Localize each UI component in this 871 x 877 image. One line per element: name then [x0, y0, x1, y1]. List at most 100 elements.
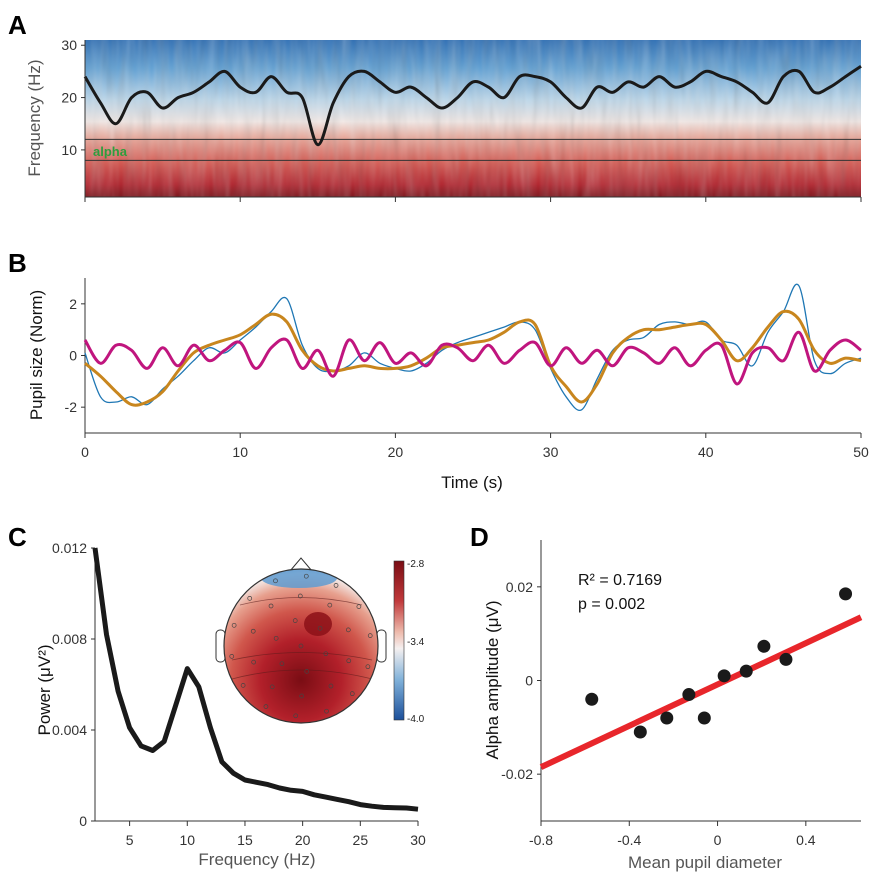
- scatter-point: [839, 587, 853, 601]
- panel-d-scatter: 0.02 0 -0.02 -0.8 -0.4 0 0.4 R² = 0.7169 p = 0…: [483, 540, 863, 872]
- panel-c-axes: 0 0.004 0.008 0.012 5 10 15 20 25 30: [52, 540, 426, 848]
- electrode-marker: [328, 683, 334, 689]
- panel-d-xtick-label: 0: [714, 832, 722, 848]
- electrode-marker: [367, 633, 373, 638]
- scatter-point: [682, 688, 696, 702]
- topomap-nose: [289, 557, 313, 572]
- electrode-marker: [317, 625, 323, 631]
- panel-b-xtick-label: 20: [388, 444, 404, 460]
- electrode-marker: [250, 628, 256, 634]
- panel-c-ytick-label: 0.004: [52, 722, 87, 738]
- electrode-marker: [298, 643, 304, 649]
- scatter-point: [717, 669, 731, 683]
- electrode-marker: [333, 583, 339, 588]
- panel-b-xlabel: Time (s): [441, 473, 503, 492]
- panel-c-ytick-label: 0.008: [52, 631, 87, 647]
- scatter-point: [660, 711, 674, 725]
- panel-c-ytick-label: 0.012: [52, 540, 87, 556]
- topomap-contour: [231, 652, 373, 661]
- scatter-point: [757, 639, 771, 653]
- panel-d-xlabel: Mean pupil diameter: [628, 853, 782, 872]
- panel-b-xtick-label: 10: [232, 444, 248, 460]
- panel-label-b: B: [8, 248, 27, 278]
- panel-c-power-spectrum: 0 0.004 0.008 0.012 5 10 15 20 25 30 Frequency (H…: [35, 540, 426, 869]
- topomap-head-outline: [223, 568, 379, 724]
- scatter-point: [739, 664, 753, 678]
- panel-c-xtick-label: 10: [179, 832, 195, 848]
- electrode-marker: [273, 578, 278, 584]
- regression-fit-line: [539, 614, 863, 770]
- panel-c-xtick-label: 20: [295, 832, 311, 848]
- panel-b-ytick-label: 0: [69, 348, 77, 364]
- electrode-marker: [251, 659, 257, 665]
- pupil-slow-line: [84, 309, 862, 407]
- panel-b-ytick-label: -2: [65, 399, 78, 415]
- panel-b-ylabel: Pupil size (Norm): [27, 290, 46, 420]
- topomap-contour: [227, 669, 377, 681]
- panel-b-xtick-label: 50: [853, 444, 869, 460]
- panel-b-lines: [83, 283, 862, 412]
- panel-d-ytick-label: 0.02: [506, 579, 533, 595]
- panel-label-d: D: [470, 522, 489, 552]
- p-value-annotation: p = 0.002: [578, 596, 645, 613]
- electrode-marker: [231, 622, 237, 628]
- topomap-surface: [224, 569, 378, 723]
- panel-d-axes: 0.02 0 -0.02 -0.8 -0.4 0 0.4: [501, 540, 861, 848]
- pupil-raw-line: [84, 283, 862, 412]
- electrode-marker: [273, 635, 279, 641]
- panel-c-xtick-label: 25: [353, 832, 369, 848]
- panel-c-xtick-label: 30: [410, 832, 426, 848]
- panel-b-pupil-timeseries: 20-20 10 20 30 40 50 Time (s) Pupil size (Nor…: [27, 278, 869, 492]
- panel-b-xtick-label: 30: [543, 444, 559, 460]
- panel-c-xlabel: Frequency (Hz): [198, 850, 315, 869]
- panel-c-xtick-label: 15: [237, 832, 253, 848]
- electrode-marker: [303, 573, 309, 579]
- scatter-point: [697, 711, 711, 725]
- panel-a-spectrogram: alpha 10 20 30 Frequency (Hz): [25, 37, 862, 202]
- psd-line: [92, 547, 419, 812]
- topomap-inset: -2.8 -3.4 -4.0: [215, 557, 425, 725]
- electrode-marker: [247, 595, 253, 601]
- electrode-marker: [304, 669, 310, 674]
- electrode-marker: [345, 627, 351, 633]
- panel-a-axes: 10 20 30: [61, 37, 862, 202]
- colorbar-tick-mid: -3.4: [407, 637, 425, 648]
- scatter-points: [585, 587, 853, 739]
- colorbar-tick-top: -2.8: [407, 559, 425, 570]
- electrode-marker: [240, 683, 246, 688]
- electrode-marker: [349, 691, 355, 697]
- panel-b-ytick-label: 2: [69, 296, 77, 312]
- electrode-marker: [292, 618, 298, 623]
- electrode-marker: [297, 593, 303, 599]
- electrode-marker: [356, 604, 362, 609]
- electrode-marker: [365, 664, 371, 670]
- topomap-frontal-blue: [261, 569, 337, 588]
- electrode-marker: [327, 602, 333, 608]
- panel-a-ylabel: Frequency (Hz): [25, 59, 44, 176]
- topomap-electrodes: [229, 573, 373, 719]
- panel-d-ytick-label: 0: [525, 673, 533, 689]
- electrode-marker: [229, 654, 235, 659]
- electrode-marker: [268, 603, 274, 609]
- panel-a-ytick-label: 30: [61, 37, 77, 53]
- scatter-point: [779, 652, 793, 666]
- panel-a-ytick-label: 10: [61, 142, 77, 158]
- panel-c-ytick-label: 0: [79, 813, 87, 829]
- topomap-hotspot: [304, 612, 332, 636]
- panel-d-ytick-label: -0.02: [501, 766, 533, 782]
- panel-b-xtick-label: 0: [81, 444, 89, 460]
- panel-d-xtick-label: -0.8: [529, 832, 553, 848]
- panel-c-xtick-label: 5: [126, 832, 134, 848]
- electrode-marker: [299, 693, 305, 699]
- scatter-point: [633, 725, 647, 739]
- peak-frequency-trace: [83, 64, 862, 147]
- colorbar-tick-bottom: -4.0: [407, 714, 425, 725]
- r2-annotation: R² = 0.7169: [578, 572, 662, 589]
- electrode-marker: [263, 704, 269, 709]
- topomap-contour: [239, 597, 363, 606]
- electrode-marker: [323, 651, 329, 657]
- electrode-marker: [269, 684, 275, 690]
- panel-d-xtick-label: 0.4: [796, 832, 816, 848]
- panel-b-axes: 20-20 10 20 30 40 50: [65, 278, 869, 460]
